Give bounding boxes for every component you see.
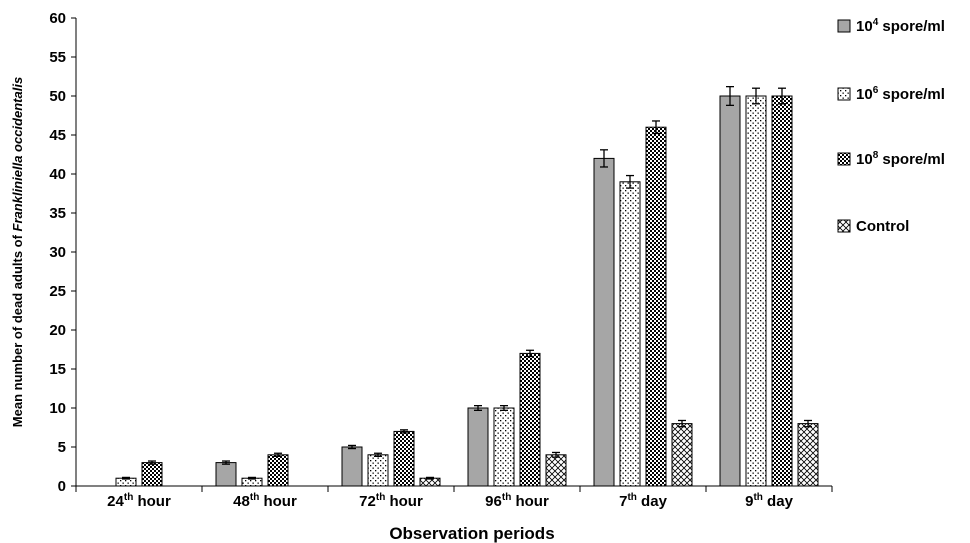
bar xyxy=(671,423,693,487)
bar xyxy=(267,454,289,487)
y-tick-label: 20 xyxy=(49,322,66,339)
legend-label: 108 spore/ml xyxy=(856,150,945,168)
bar xyxy=(593,157,615,487)
legend: 104 spore/ml 106 spore/ml 108 spore/ml Cont… xyxy=(837,17,945,235)
y-tick-label: 25 xyxy=(49,283,66,300)
y-tick-label: 10 xyxy=(49,400,66,417)
bar xyxy=(341,446,363,487)
legend-label: 104 spore/ml xyxy=(856,17,945,35)
y-tick-label: 30 xyxy=(49,244,66,261)
bar xyxy=(771,95,793,487)
x-tick-label: 72th hour xyxy=(359,492,423,510)
legend-label: 106 spore/ml xyxy=(856,85,945,103)
bar xyxy=(493,407,515,487)
x-tick-label: 9th day xyxy=(745,492,793,510)
x-tick-label: 48th hour xyxy=(233,492,297,510)
x-axis-title: Observation periods xyxy=(389,524,554,543)
bar xyxy=(393,430,415,487)
bar xyxy=(797,423,819,487)
legend-label: Control xyxy=(856,218,909,235)
bar xyxy=(215,462,237,487)
bar xyxy=(367,454,389,487)
plot-area: 0 5 10 15 20 25 30 35 40 45 50 55 60 24th hour 48th ho… xyxy=(10,10,833,543)
y-tick-label: 45 xyxy=(49,127,66,144)
x-tick-label: 24th hour xyxy=(107,492,171,510)
x-tick-label: 96th hour xyxy=(485,492,549,510)
bar xyxy=(519,352,541,487)
bar xyxy=(745,95,767,487)
bar xyxy=(719,95,741,487)
y-tick-label: 50 xyxy=(49,88,66,105)
x-tick-label: 7th day xyxy=(619,492,667,510)
legend-swatch xyxy=(837,87,851,101)
y-tick-label: 35 xyxy=(49,205,66,222)
bar xyxy=(619,181,641,487)
y-tick-label: 0 xyxy=(58,478,66,495)
bar xyxy=(467,407,489,487)
y-tick-label: 55 xyxy=(49,49,66,66)
bar xyxy=(645,126,667,487)
bar xyxy=(141,462,163,487)
y-axis-title: Mean number of dead adults of Franklinie… xyxy=(10,77,25,427)
bar xyxy=(545,454,567,487)
legend-swatch xyxy=(837,152,851,166)
y-tick-label: 40 xyxy=(49,166,66,183)
y-tick-label: 15 xyxy=(49,361,66,378)
legend-swatch xyxy=(837,19,851,33)
y-tick-label: 60 xyxy=(49,10,66,27)
legend-swatch xyxy=(837,219,851,233)
y-tick-label: 5 xyxy=(58,439,66,456)
